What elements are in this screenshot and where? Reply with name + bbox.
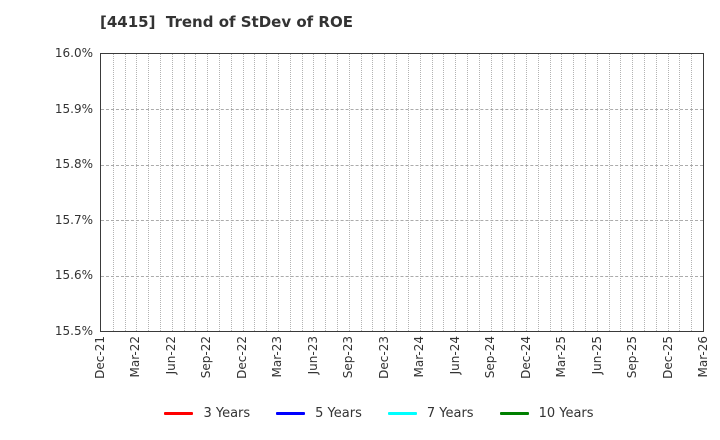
horizontal-gridline xyxy=(101,220,703,222)
vertical-gridline xyxy=(561,54,563,331)
x-tick-label: Jun-24 xyxy=(447,336,462,375)
legend-label: 3 Years xyxy=(203,405,251,421)
y-tick-label: 15.5% xyxy=(54,324,93,338)
legend-line-swatch xyxy=(164,411,194,415)
vertical-gridline xyxy=(195,54,197,331)
vertical-gridline xyxy=(360,54,362,331)
vertical-gridline xyxy=(549,54,551,331)
legend-item: 10 Years xyxy=(499,405,594,421)
vertical-gridline xyxy=(514,54,516,331)
vertical-gridline xyxy=(384,54,386,331)
vertical-gridline xyxy=(537,54,539,331)
vertical-gridline xyxy=(254,54,256,331)
vertical-gridline xyxy=(596,54,598,331)
vertical-gridline xyxy=(207,54,209,331)
vertical-gridline xyxy=(419,54,421,331)
vertical-gridline xyxy=(325,54,327,331)
legend-label: 7 Years xyxy=(426,405,474,421)
horizontal-gridline xyxy=(101,275,703,277)
vertical-gridline xyxy=(490,54,492,331)
vertical-gridline xyxy=(171,54,173,331)
legend-label: 5 Years xyxy=(315,405,362,421)
x-tick-label: Sep-25 xyxy=(625,336,640,379)
vertical-gridline xyxy=(230,54,232,331)
vertical-gridline xyxy=(502,54,504,331)
vertical-gridline xyxy=(112,54,114,331)
vertical-gridline xyxy=(466,54,468,331)
vertical-gridline xyxy=(242,54,244,331)
x-tick-label: Dec-22 xyxy=(234,336,249,379)
vertical-gridline xyxy=(573,54,575,331)
vertical-gridline xyxy=(278,54,280,331)
vertical-gridline xyxy=(525,54,527,331)
vertical-gridline xyxy=(667,54,669,331)
legend-line-swatch xyxy=(387,411,417,415)
legend-label: 10 Years xyxy=(538,405,594,421)
x-tick-label: Dec-23 xyxy=(376,336,391,379)
legend-item: 7 Years xyxy=(387,405,474,421)
y-tick-label: 15.6% xyxy=(54,268,93,283)
x-tick-label: Sep-23 xyxy=(341,336,356,379)
x-tick-label: Jun-23 xyxy=(305,336,320,375)
vertical-gridline xyxy=(455,54,457,331)
y-tick-label: 16.0% xyxy=(54,46,93,60)
vertical-gridline xyxy=(407,54,409,331)
x-tick-label: Mar-22 xyxy=(128,336,143,378)
x-tick-label: Mar-24 xyxy=(412,336,427,378)
x-tick-label: Mar-25 xyxy=(554,336,569,378)
y-tick-label: 15.7% xyxy=(54,212,93,227)
vertical-gridline xyxy=(431,54,433,331)
vertical-gridline xyxy=(313,54,315,331)
vertical-gridline xyxy=(608,54,610,331)
x-tick-label: Dec-21 xyxy=(93,336,107,379)
vertical-gridline xyxy=(183,54,185,331)
vertical-gridline xyxy=(478,54,480,331)
y-tick-label: 15.8% xyxy=(54,157,93,172)
vertical-gridline xyxy=(348,54,350,331)
legend-line-swatch xyxy=(499,411,529,415)
vertical-gridline xyxy=(620,54,622,331)
vertical-gridline xyxy=(124,54,126,331)
x-tick-label: Sep-24 xyxy=(483,336,498,379)
vertical-gridline xyxy=(632,54,634,331)
vertical-gridline xyxy=(655,54,657,331)
vertical-gridline xyxy=(337,54,339,331)
vertical-gridline xyxy=(148,54,150,331)
vertical-gridline xyxy=(301,54,303,331)
vertical-gridline xyxy=(443,54,445,331)
vertical-gridline xyxy=(219,54,221,331)
vertical-gridline xyxy=(136,54,138,331)
legend-item: 3 Years xyxy=(164,406,250,421)
x-tick-label: Jun-25 xyxy=(589,336,604,375)
y-tick-label: 15.9% xyxy=(54,101,93,116)
vertical-gridline xyxy=(584,54,586,331)
horizontal-gridline xyxy=(101,109,703,111)
legend-item: 5 Years xyxy=(276,406,362,421)
horizontal-gridline xyxy=(101,164,703,166)
x-tick-label: Jun-22 xyxy=(163,336,178,375)
vertical-gridline xyxy=(691,54,693,331)
vertical-gridline xyxy=(643,54,645,331)
plot-area xyxy=(100,53,704,332)
vertical-gridline xyxy=(266,54,268,331)
x-tick-label: Sep-22 xyxy=(199,336,214,379)
vertical-gridline xyxy=(679,54,681,331)
x-tick-label: Mar-26 xyxy=(696,336,710,378)
legend-line-swatch xyxy=(276,411,306,415)
vertical-gridline xyxy=(289,54,291,331)
vertical-gridline xyxy=(160,54,162,331)
vertical-gridline xyxy=(396,54,398,331)
x-tick-label: Dec-25 xyxy=(660,336,675,379)
x-tick-label: Mar-23 xyxy=(270,336,285,378)
legend: 3 Years 5 Years 7 Years 10 Years xyxy=(0,402,720,424)
chart-title: [4415] Trend of StDev of ROE xyxy=(100,13,353,31)
x-tick-label: Dec-24 xyxy=(518,336,533,379)
vertical-gridline xyxy=(372,54,374,331)
